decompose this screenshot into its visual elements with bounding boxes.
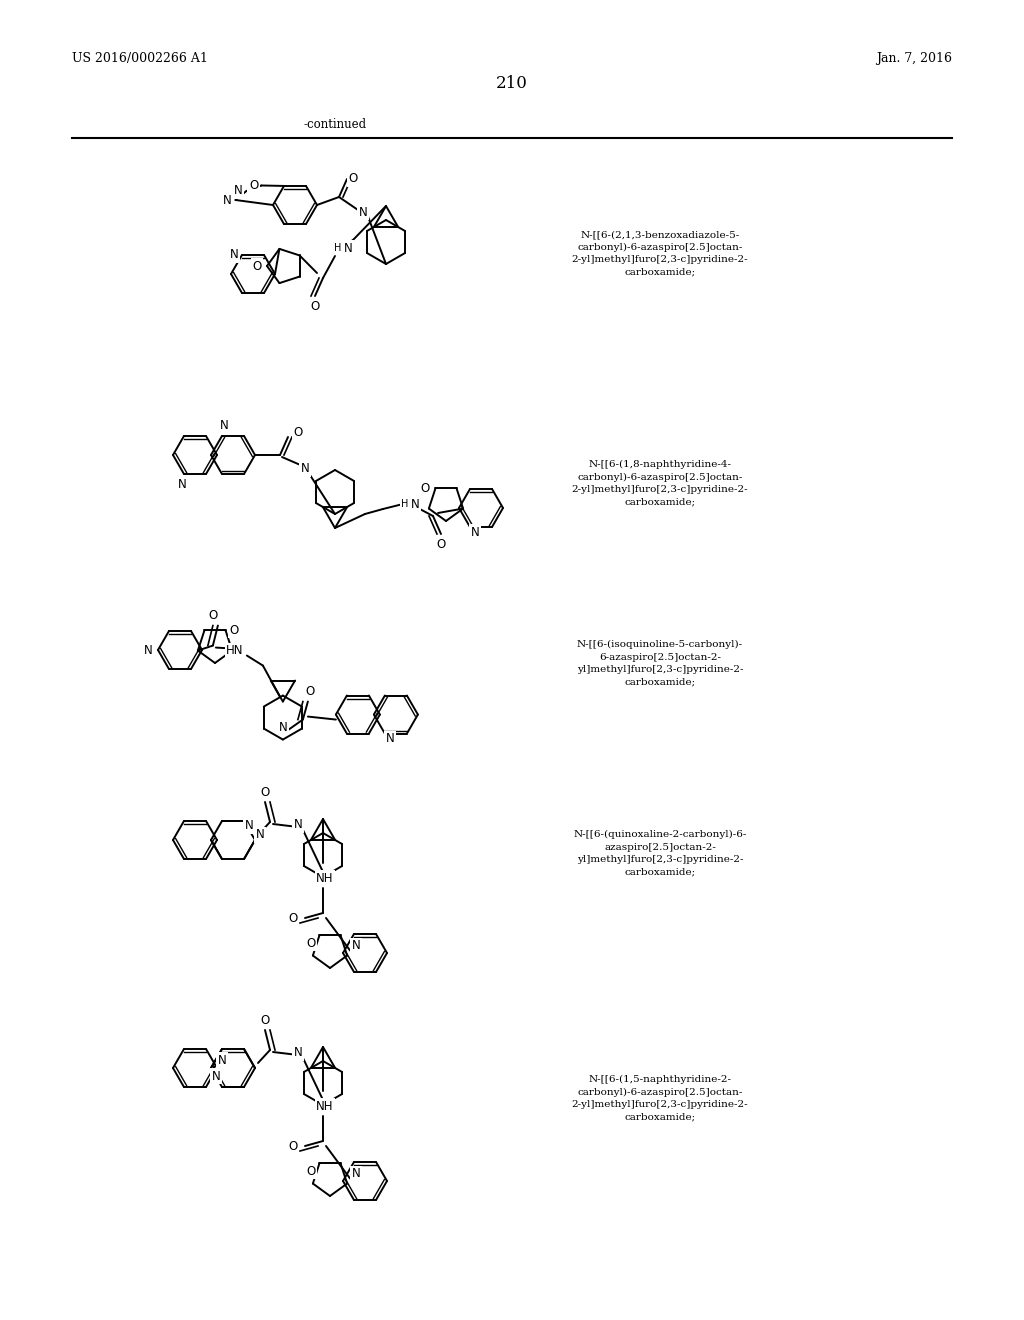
Text: N: N [177, 478, 186, 491]
Text: N: N [344, 242, 352, 255]
Text: O: O [208, 609, 217, 622]
Text: N: N [411, 498, 420, 511]
Text: O: O [293, 425, 303, 438]
Text: N-[[6-(quinoxaline-2-carbonyl)-6-
azaspiro[2.5]octan-2-
yl]methyl]furo[2,3-c]pyr: N-[[6-(quinoxaline-2-carbonyl)-6- azaspi… [573, 830, 746, 876]
Text: N: N [223, 194, 231, 206]
Text: N-[[6-(isoquinoline-5-carbonyl)-
6-azaspiro[2.5]octan-2-
yl]methyl]furo[2,3-c]py: N-[[6-(isoquinoline-5-carbonyl)- 6-azasp… [577, 640, 743, 686]
Text: HN: HN [226, 644, 244, 657]
Text: O: O [252, 260, 261, 272]
Text: O: O [260, 785, 269, 799]
Text: NH: NH [316, 1100, 334, 1113]
Text: N: N [143, 644, 153, 656]
Text: US 2016/0002266 A1: US 2016/0002266 A1 [72, 51, 208, 65]
Text: H: H [401, 499, 409, 510]
Text: O: O [289, 1139, 298, 1152]
Text: N-[[6-(1,5-naphthyridine-2-
carbonyl)-6-azaspiro[2.5]octan-
2-yl]methyl]furo[2,3: N-[[6-(1,5-naphthyridine-2- carbonyl)-6-… [571, 1074, 749, 1122]
Text: O: O [307, 1166, 316, 1177]
Text: N: N [245, 820, 253, 833]
Text: N: N [234, 185, 243, 198]
Text: N: N [219, 420, 228, 433]
Text: O: O [229, 624, 239, 638]
Text: O: O [305, 685, 314, 698]
Text: H: H [334, 243, 342, 253]
Text: N: N [351, 940, 360, 953]
Text: N-[[6-(1,8-naphthyridine-4-
carbonyl)-6-azaspiro[2.5]octan-
2-yl]methyl]furo[2,3: N-[[6-(1,8-naphthyridine-4- carbonyl)-6-… [571, 459, 749, 507]
Text: N: N [229, 248, 239, 261]
Text: N: N [385, 733, 394, 744]
Text: N: N [358, 206, 368, 219]
Text: NH: NH [316, 871, 334, 884]
Text: N: N [212, 1069, 220, 1082]
Text: Jan. 7, 2016: Jan. 7, 2016 [876, 51, 952, 65]
Text: N: N [294, 1047, 302, 1060]
Text: N-[[6-(2,1,3-benzoxadiazole-5-
carbonyl)-6-azaspiro[2.5]octan-
2-yl]methyl]furo[: N-[[6-(2,1,3-benzoxadiazole-5- carbonyl)… [571, 230, 749, 277]
Text: N: N [301, 462, 309, 475]
Text: O: O [307, 937, 316, 950]
Text: 210: 210 [496, 75, 528, 92]
Text: O: O [421, 482, 430, 495]
Text: O: O [436, 537, 445, 550]
Text: N: N [294, 818, 302, 832]
Text: -continued: -continued [303, 117, 367, 131]
Text: N: N [471, 525, 479, 539]
Text: O: O [310, 300, 319, 313]
Text: O: O [249, 180, 258, 191]
Text: N: N [351, 1167, 360, 1180]
Text: O: O [348, 173, 357, 186]
Text: N: N [218, 1053, 226, 1067]
Text: O: O [289, 912, 298, 924]
Text: N: N [256, 829, 264, 842]
Text: O: O [260, 1014, 269, 1027]
Text: N: N [279, 721, 288, 734]
